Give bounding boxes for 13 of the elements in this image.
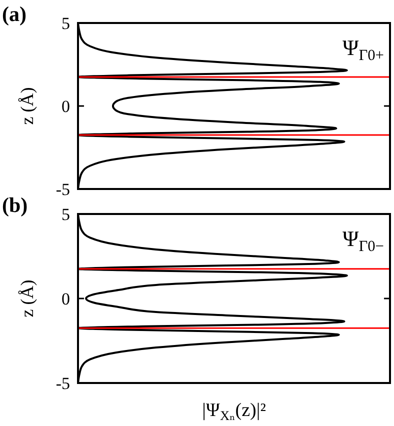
y-tick-label: 5 bbox=[62, 14, 70, 33]
y-tick-label: -5 bbox=[56, 374, 70, 393]
y-tick-label: 5 bbox=[62, 204, 70, 224]
y-tick-label: 0 bbox=[62, 96, 70, 116]
y-axis-title: z (Å) bbox=[17, 87, 37, 125]
y-tick-label: 0 bbox=[62, 289, 70, 308]
annotation: Ψ$_{Γ0+}$ bbox=[342, 35, 384, 64]
chart-title: (b) bbox=[2, 193, 28, 217]
x-axis-title: |Ψ$_{Xₙ}$(z)|² bbox=[202, 400, 266, 423]
chart-title: (a) bbox=[2, 2, 26, 26]
y-tick-label: -5 bbox=[56, 180, 70, 199]
y-axis-title: z (Å) bbox=[17, 280, 37, 318]
annotation: Ψ$_{Γ0−}$ bbox=[342, 226, 384, 254]
